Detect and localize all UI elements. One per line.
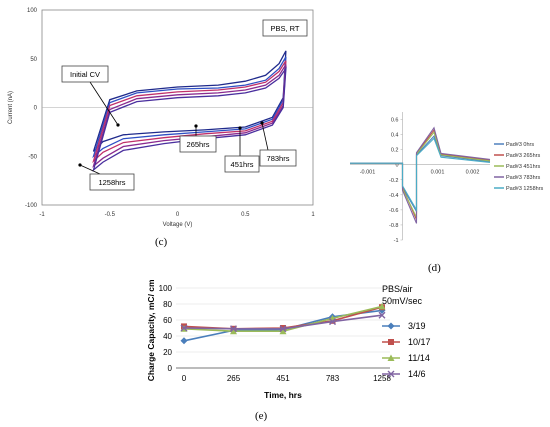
x-tick-label: 0.002: [466, 170, 480, 176]
panel-label-c: (c): [155, 236, 168, 248]
legend-label: Pad#3 265hrs: [506, 153, 540, 159]
y-tick-label: 60: [163, 316, 172, 325]
annotation-label: 783hrs: [267, 154, 290, 163]
data-point: [230, 325, 237, 333]
data-point: [180, 337, 188, 345]
y-tick-label: 40: [163, 332, 172, 341]
x-axis-label: Voltage (V): [163, 222, 193, 228]
legend-label: Pad#3 1258hrs: [506, 186, 544, 192]
x-tick-label: 783: [326, 374, 340, 383]
legend-label: 11/14: [408, 353, 430, 363]
x-tick-label: 1: [311, 212, 315, 218]
panel-label-e: (e): [255, 410, 268, 422]
annotation-box: [179, 135, 217, 153]
annotation-label: 451hrs: [231, 160, 254, 169]
annotation-label: Initial CV: [70, 70, 100, 79]
legend-marker: [387, 370, 395, 378]
panel-c: -1 -0.5 0 0.5 1 100 50 0 -50 -100 Voltage (V) Curre…: [0, 0, 330, 245]
data-point: [378, 306, 386, 314]
y-tick-label: 0: [395, 163, 398, 169]
corner-label: PBS, RT: [270, 24, 299, 33]
annotation-arrow: [261, 122, 269, 151]
y-axis-label: Current (nA): [8, 91, 14, 124]
legend-marker: [388, 339, 394, 345]
annotation-box: [61, 65, 109, 83]
annotation-arrowhead: [116, 123, 120, 127]
data-point: [378, 311, 386, 319]
y-tick-label: -0.2: [389, 178, 398, 184]
charge-capacity-chart: 0 20 40 60 80 100 0 265 451 783 1258 Time, hrs Charg…: [146, 274, 431, 400]
cv-loop-0: [92, 50, 287, 152]
annotation-box: [259, 149, 297, 167]
panel-label-d: (d): [428, 262, 441, 274]
y-tick-label: -50: [28, 154, 37, 160]
y-tick-label: 50: [30, 57, 37, 63]
legend-marker: [387, 354, 395, 361]
x-tick-label: 265: [227, 374, 241, 383]
legend-title-1: PBS/air: [382, 284, 413, 294]
x-tick-label: -0.001: [360, 170, 376, 176]
pulse-series-4: [350, 137, 491, 212]
data-point: [230, 327, 237, 335]
x-tick-label: 0: [176, 212, 180, 218]
y-axis-label: Charge Capacity, mC/ cm2: [146, 280, 156, 381]
legend-label: Pad#3 451hrs: [506, 164, 540, 170]
y-tick-label: -0.8: [389, 223, 398, 229]
cv-loop-4: [92, 66, 287, 172]
annotation-label: 265hrs: [187, 140, 210, 149]
y-tick-label: -0.6: [389, 208, 398, 214]
y-tick-label: 80: [163, 300, 172, 309]
annotation-arrowhead: [194, 124, 198, 128]
x-tick-label: 1258: [373, 374, 391, 383]
panel-e: 0 20 40 60 80 100 0 265 451 783 1258 Time, hrs Charg…: [140, 274, 550, 410]
x-axis-label: Time, hrs: [264, 390, 302, 400]
x-tick-label: -1: [39, 212, 45, 218]
x-tick-label: 0: [182, 374, 187, 383]
cv-chart: -1 -0.5 0 0.5 1 100 50 0 -50 -100 Voltage (V) Curre…: [8, 8, 315, 228]
y-tick-label: 0.6: [391, 118, 399, 124]
x-tick-label: 0.001: [431, 170, 445, 176]
cv-loop-1: [92, 56, 287, 159]
legend-label: 10/17: [408, 337, 431, 347]
y-tick-label: 0.2: [391, 148, 399, 154]
cv-loop-2: [92, 60, 287, 164]
y-tick-label: -0.4: [389, 193, 398, 199]
corner-label-box: [262, 19, 308, 37]
x-tick-label: 0.5: [241, 212, 250, 218]
legend-label: 3/19: [408, 321, 426, 331]
annotation-arrow: [79, 164, 101, 175]
annotation-arrowhead: [238, 126, 242, 130]
annotation-label: 1258hrs: [98, 178, 125, 187]
y-tick-label: -1: [394, 238, 399, 244]
legend-title-2: 50mV/sec: [382, 296, 423, 306]
data-point: [378, 302, 386, 310]
data-point: [279, 327, 287, 335]
annotation-arrow: [89, 81, 119, 126]
y-tick-label: 0: [168, 364, 173, 373]
data-point: [180, 324, 188, 332]
y-tick-label: -100: [25, 203, 38, 209]
y-tick-label: 0: [34, 106, 38, 112]
y-tick-label: 0.4: [391, 133, 399, 139]
annotation-arrowhead: [78, 163, 82, 167]
legend-label: 14/6: [408, 369, 426, 379]
annotation-box: [89, 173, 135, 191]
annotation-box: [224, 155, 260, 173]
legend-label: Pad#3 0hrs: [506, 142, 534, 148]
cv-loop-3: [92, 64, 287, 168]
data-point: [279, 325, 287, 333]
panel-d: 0.6 0.4 0.2 0 -0.2 -0.4 -0.6 -0.8 -1 -0.001 0.001 0…: [338, 100, 550, 260]
x-tick-label: -0.5: [105, 212, 116, 218]
data-point: [329, 318, 336, 326]
annotation-arrowhead: [260, 121, 264, 125]
y-tick-label: 20: [163, 348, 172, 357]
legend-label: Pad#3 783hrs: [506, 175, 540, 181]
y-tick-label: 100: [27, 8, 38, 14]
pulse-chart: 0.6 0.4 0.2 0 -0.2 -0.4 -0.6 -0.8 -1 -0.001 0.001 0…: [350, 112, 544, 244]
x-tick-label: 451: [276, 374, 290, 383]
y-tick-label: 100: [159, 284, 173, 293]
legend-marker: [387, 322, 395, 330]
